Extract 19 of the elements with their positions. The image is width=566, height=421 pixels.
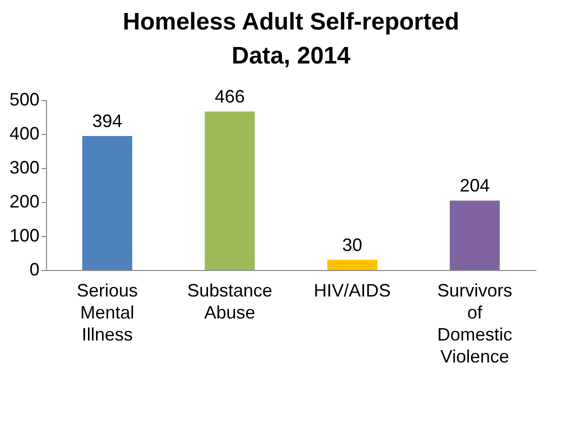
bar	[204, 112, 255, 270]
y-tick-label: 0	[29, 260, 40, 280]
x-tick-label: HIV/AIDS	[314, 280, 391, 300]
y-tick-label: 300	[9, 158, 40, 178]
chart-title: Homeless Adult Self-reported Data, 2014	[122, 8, 460, 70]
y-tick-label: 400	[9, 124, 40, 144]
data-label: 394	[92, 111, 122, 132]
bar	[450, 200, 500, 270]
bar	[82, 136, 132, 270]
x-tick-label: Substance Abuse	[187, 280, 272, 322]
data-label: 466	[214, 86, 245, 107]
y-tick-label: 200	[9, 192, 40, 212]
x-tick-label: Survivors of Domestic Violence	[437, 280, 512, 366]
y-tick-label: 500	[9, 90, 40, 110]
data-label: 30	[342, 234, 362, 255]
x-tick-label: Serious Mental Illness	[76, 280, 138, 344]
y-tick-label: 100	[9, 226, 40, 246]
bar	[327, 260, 378, 270]
data-label: 204	[460, 176, 490, 196]
